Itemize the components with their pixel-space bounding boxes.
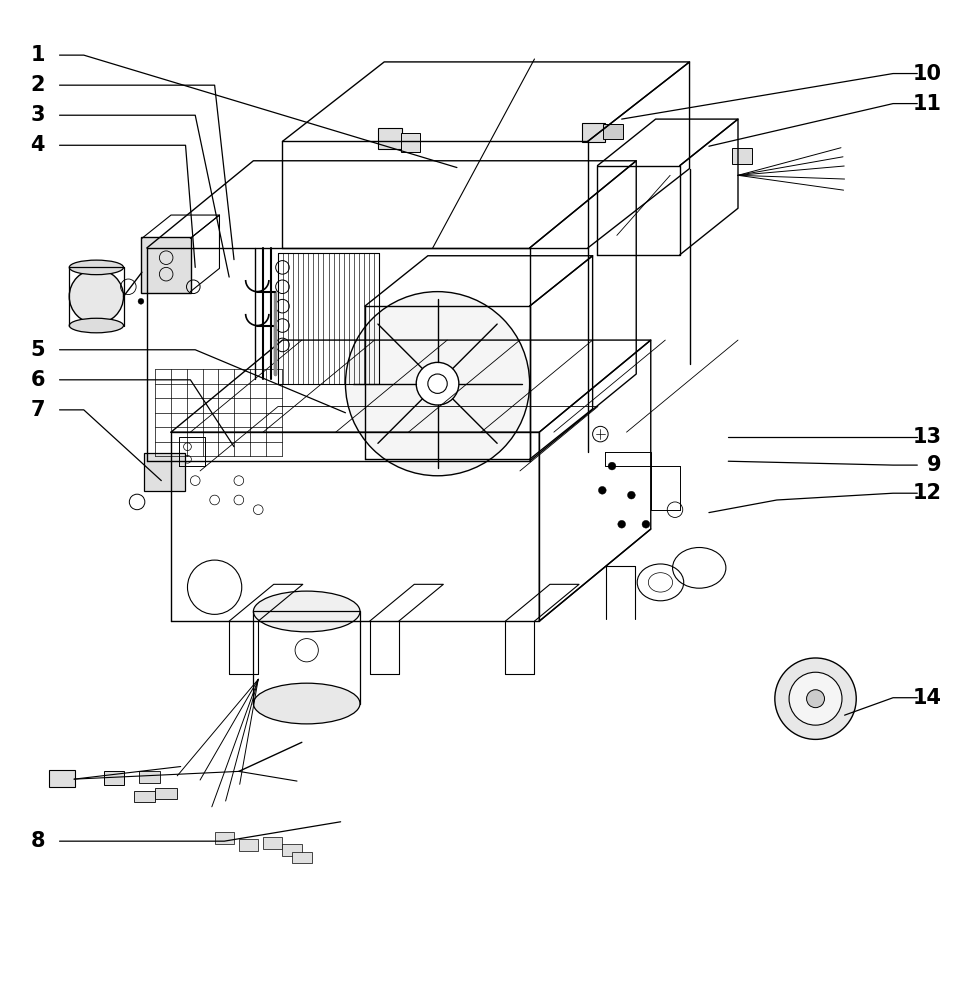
Ellipse shape	[254, 683, 360, 724]
Text: 12: 12	[913, 483, 942, 503]
FancyBboxPatch shape	[104, 771, 123, 785]
Ellipse shape	[69, 260, 123, 275]
FancyBboxPatch shape	[263, 837, 283, 849]
Text: 6: 6	[30, 370, 45, 390]
Circle shape	[618, 520, 626, 528]
Text: 2: 2	[30, 75, 45, 95]
Circle shape	[807, 690, 824, 708]
FancyBboxPatch shape	[378, 128, 401, 149]
FancyBboxPatch shape	[144, 453, 185, 491]
Text: 5: 5	[30, 340, 45, 360]
Text: 13: 13	[913, 427, 942, 447]
Circle shape	[345, 292, 530, 476]
FancyBboxPatch shape	[283, 844, 302, 856]
FancyBboxPatch shape	[134, 791, 156, 802]
Circle shape	[789, 672, 842, 725]
Circle shape	[138, 298, 144, 304]
Circle shape	[416, 362, 459, 405]
FancyBboxPatch shape	[139, 771, 160, 783]
Circle shape	[642, 520, 650, 528]
Circle shape	[775, 658, 856, 739]
FancyBboxPatch shape	[215, 832, 234, 844]
Text: 9: 9	[927, 455, 942, 475]
FancyBboxPatch shape	[239, 839, 259, 851]
Text: 14: 14	[913, 688, 942, 708]
FancyBboxPatch shape	[400, 133, 420, 152]
FancyBboxPatch shape	[141, 237, 191, 293]
Text: 4: 4	[30, 135, 45, 155]
FancyBboxPatch shape	[156, 788, 177, 799]
Circle shape	[608, 462, 616, 470]
Text: 8: 8	[30, 831, 45, 851]
Text: 3: 3	[30, 105, 45, 125]
Text: 11: 11	[913, 94, 942, 114]
Text: 1: 1	[30, 45, 45, 65]
FancyBboxPatch shape	[582, 123, 606, 142]
Ellipse shape	[69, 318, 123, 333]
Circle shape	[599, 486, 607, 494]
FancyBboxPatch shape	[604, 124, 623, 139]
Text: 10: 10	[913, 64, 942, 84]
Circle shape	[628, 491, 636, 499]
Ellipse shape	[254, 591, 360, 632]
FancyBboxPatch shape	[732, 148, 751, 164]
Circle shape	[69, 269, 123, 324]
FancyBboxPatch shape	[293, 852, 312, 863]
Text: 7: 7	[30, 400, 45, 420]
FancyBboxPatch shape	[49, 770, 75, 787]
